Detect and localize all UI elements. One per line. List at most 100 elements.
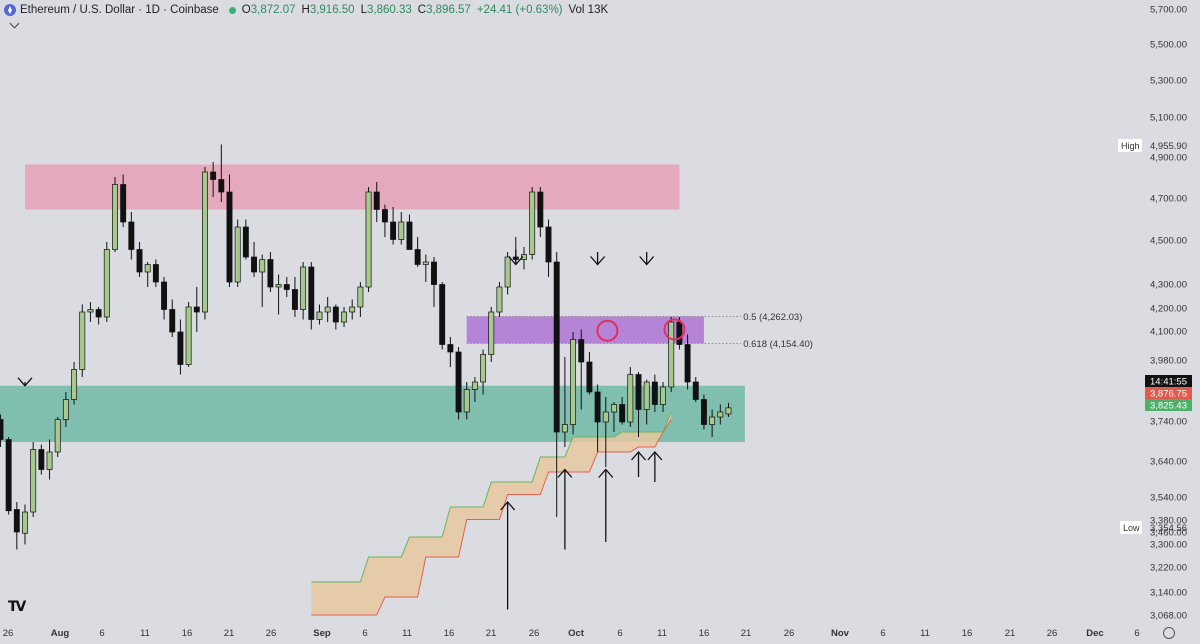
candle-body — [471, 381, 478, 390]
candle-body — [185, 306, 192, 365]
candle-body — [267, 259, 274, 288]
y-tick-label: 4,900.00 — [1150, 153, 1187, 164]
annotation-arrow-head — [17, 377, 33, 387]
x-tick-label: Aug — [51, 628, 70, 639]
candle-body — [611, 404, 617, 413]
open-label: O — [241, 4, 251, 16]
annotation-arrow-head — [647, 451, 663, 461]
x-tick-label: Nov — [831, 628, 850, 639]
candle-body — [545, 226, 552, 263]
candle-body — [136, 249, 143, 273]
x-tick-label: 26 — [529, 628, 540, 639]
candle-body — [22, 511, 28, 534]
candle-body — [643, 381, 650, 410]
y-tick-label: 3,220.00 — [1150, 563, 1187, 574]
candle-body — [627, 374, 634, 423]
annotation-arrow-head — [508, 256, 524, 266]
candle-body — [709, 416, 716, 425]
x-tick-label: 6 — [362, 628, 367, 639]
x-tick-label: 21 — [1005, 628, 1016, 639]
candle-body — [103, 249, 110, 318]
x-tick-label: 26 — [3, 628, 14, 639]
symbol-title[interactable]: Ethereum / U.S. Dollar · 1D · Coinbase — [20, 4, 219, 16]
candle-body — [161, 281, 168, 310]
y-tick-label: 5,500.00 — [1150, 40, 1187, 51]
candle-body — [46, 451, 53, 470]
x-tick-label: 26 — [784, 628, 795, 639]
x-tick-label: Dec — [1086, 628, 1103, 639]
price-red-tag-box — [1145, 387, 1192, 399]
high-value-label: 4,955.90 — [1150, 141, 1187, 152]
candle-body — [234, 226, 241, 283]
cloud-upper-line — [311, 411, 672, 583]
candle-body — [521, 254, 527, 260]
x-tick-label: 26 — [1047, 628, 1058, 639]
annotation-arrow-head — [598, 468, 614, 478]
resistance-zone — [25, 164, 680, 210]
x-tick-label: 16 — [444, 628, 455, 639]
candle-body — [242, 226, 249, 258]
price-green-label: 3,825.43 — [1150, 401, 1187, 412]
candle-body — [668, 321, 675, 388]
x-tick-label: 16 — [182, 628, 193, 639]
candle-body — [341, 311, 347, 323]
y-tick-label: 3,460.00 — [1150, 528, 1187, 539]
x-tick-label: 21 — [224, 628, 235, 639]
candle-body — [71, 369, 78, 400]
candle-body — [455, 351, 462, 413]
candle-body — [202, 171, 208, 313]
y-tick-label: 4,200.00 — [1150, 304, 1187, 315]
volume-value: Vol 13K — [568, 4, 609, 16]
candle-body — [480, 354, 487, 383]
candle-body — [275, 284, 282, 288]
y-tick-label: 3,140.00 — [1150, 588, 1187, 599]
candle-body — [218, 179, 225, 193]
candle-body — [87, 309, 94, 313]
annotation-arrow-head — [639, 256, 655, 266]
candle-body — [210, 171, 217, 180]
candle-body — [324, 306, 331, 313]
timer-label: 14:41:55 — [1150, 377, 1187, 388]
x-tick-label: 16 — [699, 628, 710, 639]
candle-body — [226, 191, 233, 283]
low-value: 3,860.33 — [366, 4, 412, 16]
candle-body — [381, 209, 388, 223]
y-tick-label: 3,740.00 — [1150, 417, 1187, 428]
candle-body — [561, 424, 568, 433]
y-tick-label: 5,300.00 — [1150, 76, 1187, 87]
timer-tag-box — [1145, 375, 1192, 387]
high-value: 3,916.50 — [309, 4, 355, 16]
ethereum-icon — [4, 4, 16, 16]
candle-body — [578, 339, 585, 363]
price-red-label: 3,876.75 — [1150, 389, 1187, 400]
x-tick-label: 6 — [880, 628, 885, 639]
candle-body — [406, 221, 413, 250]
candle-body — [5, 439, 12, 512]
x-tick-label: Sep — [313, 628, 331, 639]
candle-body — [463, 389, 470, 413]
candle-body — [602, 411, 609, 423]
candle-body — [660, 386, 666, 405]
y-tick-label: 4,100.00 — [1150, 327, 1187, 338]
tradingview-logo: TV — [8, 599, 26, 615]
low-value-label: 3,354.56 — [1150, 523, 1187, 534]
x-tick-label: 21 — [741, 628, 752, 639]
x-tick-label: 21 — [486, 628, 497, 639]
candle-body — [684, 344, 691, 383]
low-tag-box — [1120, 521, 1142, 534]
candle-body — [439, 284, 446, 345]
candle-body — [357, 286, 364, 308]
fib-level-label: 0.5 (4,262.03) — [743, 312, 802, 323]
candle-body — [553, 261, 560, 433]
annotation-circle — [596, 319, 619, 342]
x-tick-label: Oct — [568, 628, 585, 639]
annotation-circle — [663, 318, 686, 341]
candle-body — [537, 191, 544, 228]
y-tick-label: 4,700.00 — [1150, 194, 1187, 205]
candle-body — [316, 311, 323, 320]
gear-icon[interactable] — [1163, 627, 1175, 639]
change-value: +24.41 (+0.63%) — [476, 4, 563, 16]
candle-body — [112, 184, 118, 250]
y-tick-label: 5,700.00 — [1150, 5, 1187, 16]
